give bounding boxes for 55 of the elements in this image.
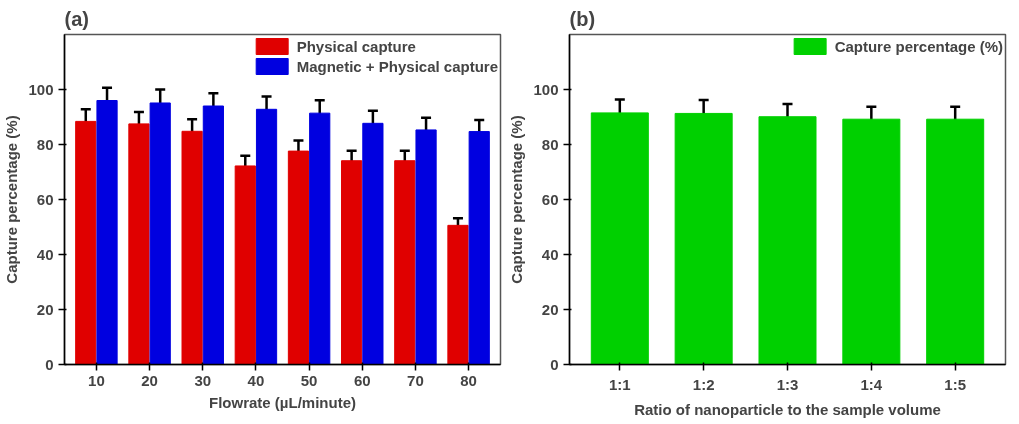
- x-axis-title: Ratio of nanoparticle to the sample volume: [634, 400, 941, 418]
- x-tick-label: 1:1: [608, 375, 631, 393]
- y-tick-label: 20: [541, 300, 559, 318]
- x-tick-label: 30: [194, 371, 212, 389]
- y-tick-label: 80: [36, 135, 54, 153]
- chart-title: (b): [569, 7, 596, 30]
- y-tick-label: 60: [541, 190, 559, 208]
- x-tick-label: 60: [353, 371, 371, 389]
- bar: [202, 105, 224, 365]
- legend-label: Physical capture: [296, 36, 416, 56]
- chart-title: (a): [64, 7, 89, 30]
- bar: [468, 131, 490, 365]
- bar: [674, 112, 733, 365]
- x-tick-label: 1:4: [860, 375, 883, 393]
- bar: [590, 112, 649, 365]
- bar: [447, 224, 469, 365]
- x-tick-label: 70: [407, 371, 424, 389]
- y-tick-label: 0: [550, 355, 559, 373]
- bar: [128, 123, 150, 365]
- bar: [255, 108, 278, 365]
- x-tick-label: 80: [460, 371, 477, 389]
- legend-label: Capture percentage (%): [834, 36, 1003, 56]
- y-tick-label: 40: [36, 245, 54, 263]
- bar: [149, 102, 171, 365]
- bar: [415, 129, 437, 365]
- y-tick-label: 40: [541, 245, 559, 263]
- x-tick-label: 10: [88, 371, 105, 389]
- x-tick-label: 40: [247, 371, 265, 389]
- x-tick-label: 1:2: [692, 375, 715, 393]
- y-tick-label: 20: [36, 300, 54, 318]
- y-tick-label: 0: [45, 355, 54, 373]
- bar: [926, 118, 985, 365]
- x-axis-title: Flowrate (µL/minute): [209, 393, 356, 411]
- y-tick-label: 100: [28, 80, 54, 98]
- bar: [181, 130, 203, 365]
- bar: [287, 150, 310, 365]
- y-axis-title: Capture percentage (%): [3, 115, 21, 284]
- x-tick-label: 50: [300, 371, 318, 389]
- bar: [362, 122, 384, 365]
- y-tick-label: 80: [541, 135, 559, 153]
- y-axis-title: Capture percentage (%): [508, 115, 526, 284]
- bar: [394, 160, 416, 365]
- bar: [341, 160, 363, 365]
- bar: [75, 120, 97, 365]
- legend-label: Magnetic + Physical capture: [296, 56, 498, 76]
- x-tick-label: 20: [141, 371, 158, 389]
- y-tick-label: 100: [533, 80, 559, 98]
- bar: [234, 165, 256, 365]
- x-tick-label: 1:5: [944, 375, 967, 393]
- x-tick-label: 1:3: [776, 375, 799, 393]
- bar: [309, 112, 331, 365]
- bar: [758, 116, 817, 365]
- bar: [842, 118, 901, 365]
- y-tick-label: 60: [36, 190, 54, 208]
- bar: [96, 100, 118, 365]
